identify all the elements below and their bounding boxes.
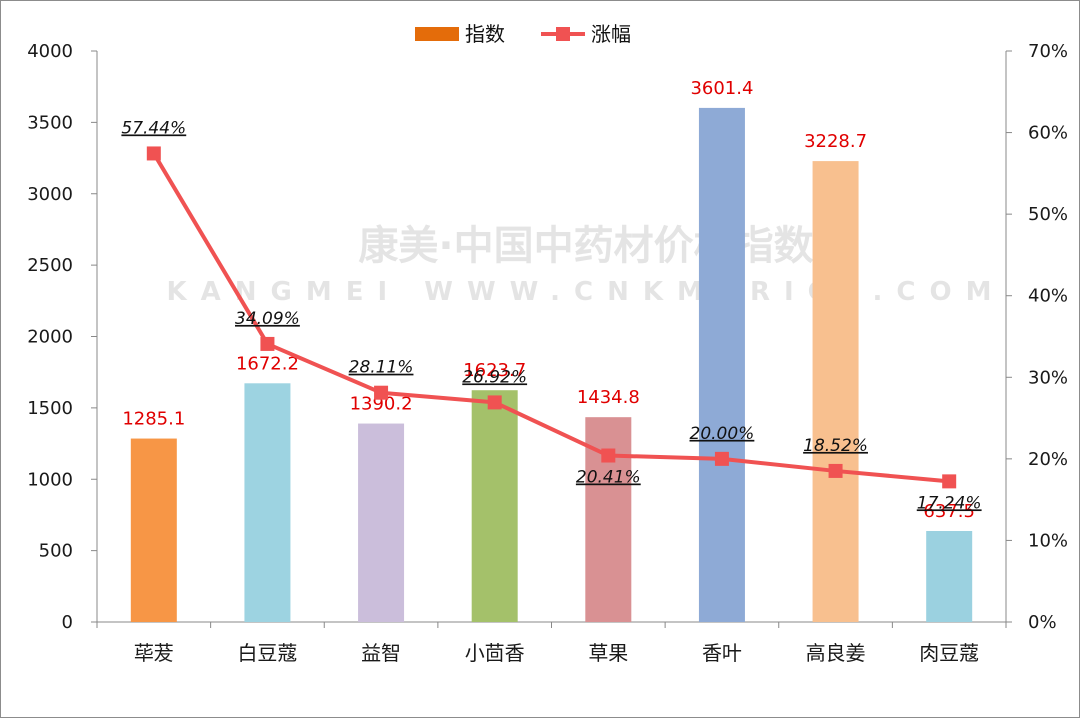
category-label: 益智 xyxy=(361,641,401,665)
bar-value-label: 3601.4 xyxy=(690,78,753,99)
right-tick-label: 40% xyxy=(1028,286,1068,307)
line-value-label: 28.11% xyxy=(349,358,414,378)
bar-value-label: 1390.2 xyxy=(350,394,413,415)
bar-value-label: 1434.8 xyxy=(577,387,640,408)
right-y-ticks: 0% 10% 20% 30% 40% 50% 60% 70% xyxy=(1006,41,1068,633)
category-label: 肉豆蔻 xyxy=(919,641,979,665)
left-tick-label: 1000 xyxy=(27,469,73,490)
line-value-label: 34.09% xyxy=(235,309,300,329)
line-point xyxy=(487,395,502,410)
left-tick-label: 0 xyxy=(62,612,73,633)
line-value-label: 57.44% xyxy=(121,118,186,138)
line-value-label: 17.24% xyxy=(917,493,982,513)
bar-series xyxy=(130,107,973,622)
legend-line-marker xyxy=(556,27,570,41)
right-tick-label: 70% xyxy=(1028,41,1068,62)
bar xyxy=(358,423,405,622)
bar-value-label: 637.5 xyxy=(923,501,975,522)
line-path xyxy=(152,152,950,484)
legend-line-label: 涨幅 xyxy=(591,22,631,46)
line-series xyxy=(146,146,957,489)
left-tick-label: 2000 xyxy=(27,327,73,348)
right-tick-label: 50% xyxy=(1028,204,1068,225)
bar xyxy=(812,161,859,622)
left-tick-label: 4000 xyxy=(27,41,73,62)
line-value-label: 26.92% xyxy=(462,367,527,387)
left-tick-label: 3000 xyxy=(27,184,73,205)
bar xyxy=(926,530,973,622)
line-value-label: 20.00% xyxy=(690,424,755,444)
watermark: 康美·中国中药材价格指数 KANGMEI WWW.CNKMPRICE.COM xyxy=(167,223,1006,307)
left-y-ticks: 0 500 1000 1500 2000 2500 3000 3500 4000 xyxy=(27,41,97,633)
legend-bar-swatch xyxy=(415,27,459,41)
watermark-line1: 康美·中国中药材价格指数 xyxy=(358,223,813,269)
bar xyxy=(244,383,291,622)
bar-value-label: 3228.7 xyxy=(804,131,867,152)
right-tick-label: 20% xyxy=(1028,449,1068,470)
bar-value-label: 1285.1 xyxy=(122,409,185,430)
watermark-line2: KANGMEI WWW.CNKMPRICE.COM xyxy=(167,277,1006,307)
legend: 指数 涨幅 xyxy=(415,22,631,46)
bar-value-labels: 1285.1 1672.2 1390.2 1623.7 1434.8 3601.4 3228… xyxy=(122,78,975,522)
line-value-label: 20.41% xyxy=(576,468,641,488)
category-label: 高良姜 xyxy=(806,641,866,665)
line-point xyxy=(828,463,843,478)
line-value-label: 18.52% xyxy=(803,436,868,456)
right-tick-label: 10% xyxy=(1028,530,1068,551)
x-ticks: 荜茇 白豆蔻 益智 小茴香 草果 香叶 高良姜 肉豆蔻 xyxy=(96,622,1007,665)
left-tick-label: 2500 xyxy=(27,255,73,276)
right-tick-label: 60% xyxy=(1028,123,1068,144)
line-value-labels: 57.44% 34.09% 28.11% 26.92% 20.41% 20.00% 18.5… xyxy=(121,118,981,513)
category-label: 小茴香 xyxy=(465,641,525,665)
right-tick-label: 30% xyxy=(1028,367,1068,388)
legend-bar-label: 指数 xyxy=(465,22,505,46)
bar-value-label: 1623.7 xyxy=(463,360,526,381)
bar xyxy=(130,438,177,622)
bar-value-label: 1672.2 xyxy=(236,353,299,374)
line-point xyxy=(374,385,389,400)
left-tick-label: 3500 xyxy=(27,112,73,133)
left-tick-label: 500 xyxy=(39,541,73,562)
line-point xyxy=(260,336,275,351)
bar xyxy=(471,390,518,622)
bar xyxy=(698,107,745,622)
category-label: 白豆蔻 xyxy=(237,641,297,665)
line-point xyxy=(714,451,729,466)
category-label: 香叶 xyxy=(702,641,742,665)
left-tick-label: 1500 xyxy=(27,398,73,419)
category-label: 草果 xyxy=(588,641,628,665)
line-point xyxy=(942,474,957,489)
line-point xyxy=(146,146,161,161)
right-tick-label: 0% xyxy=(1028,612,1057,633)
category-label: 荜茇 xyxy=(134,641,174,665)
line-point xyxy=(601,448,616,463)
